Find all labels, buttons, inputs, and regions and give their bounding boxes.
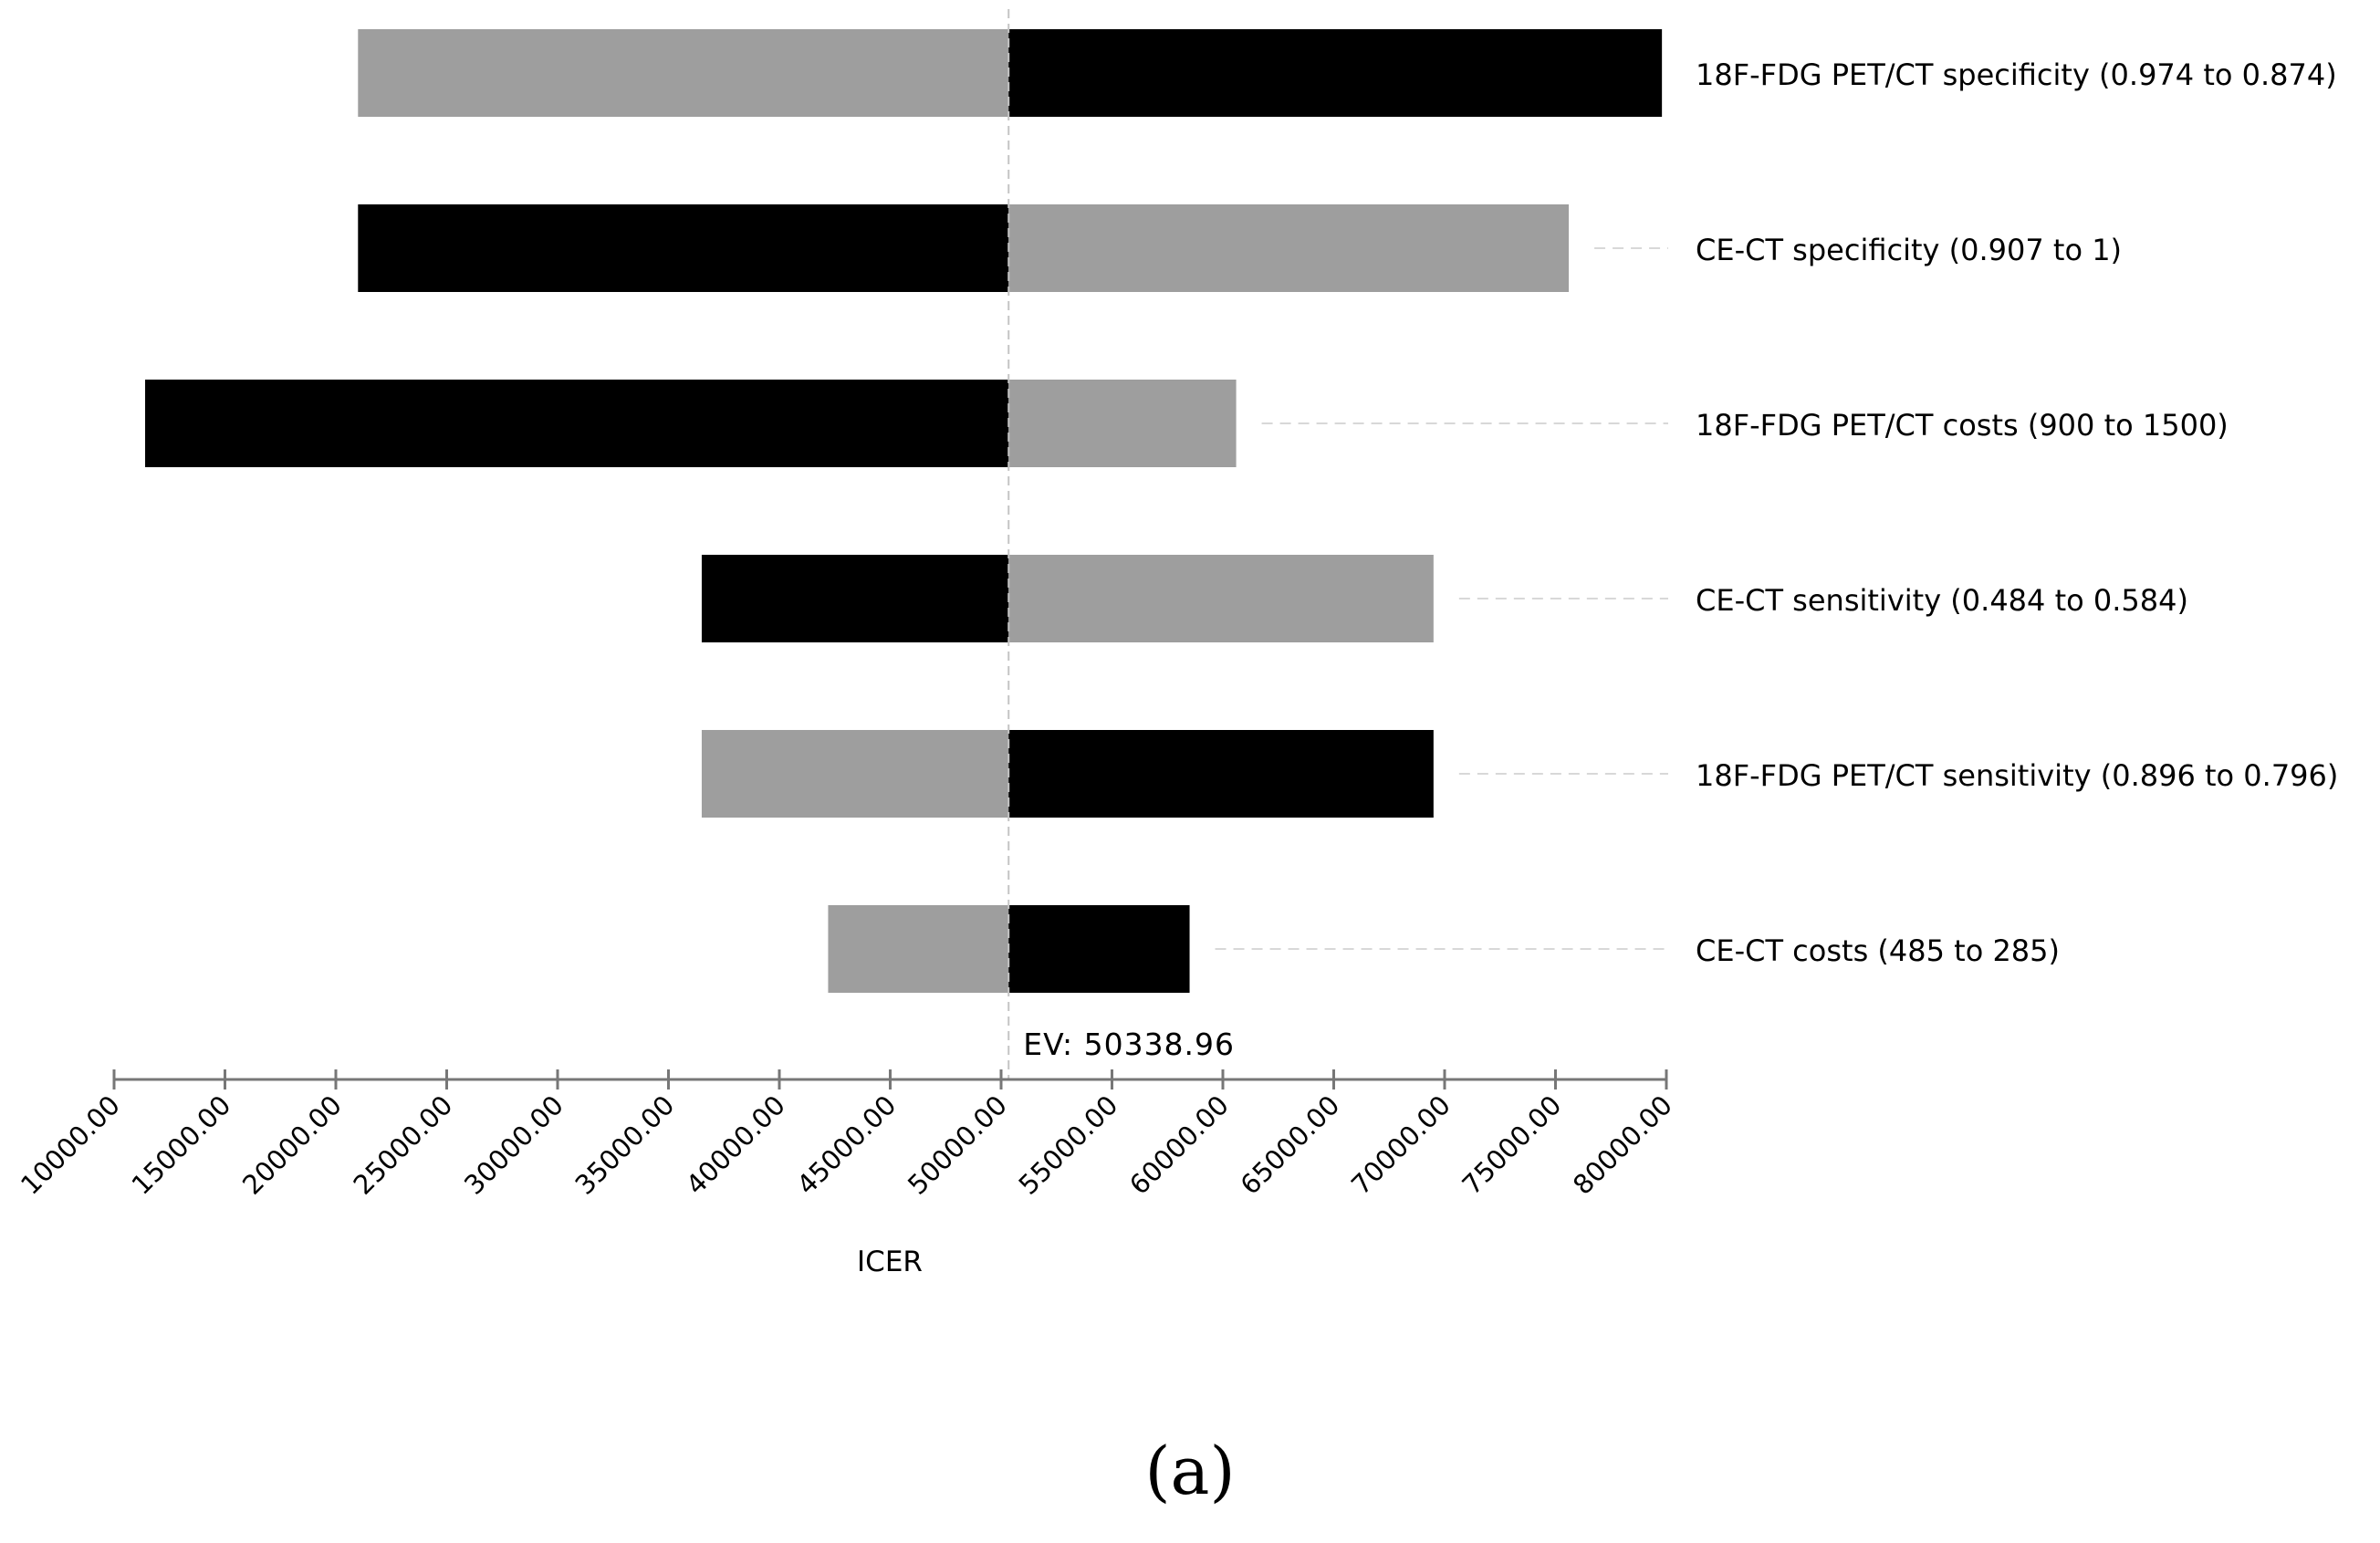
parameter-label: CE-CT sensitivity (0.484 to 0.584) xyxy=(1696,583,2188,618)
bar-high-segment xyxy=(1008,730,1434,818)
tornado-chart: 18F-FDG PET/CT specificity (0.974 to 0.8… xyxy=(15,9,2338,1278)
bar-high-segment xyxy=(1008,905,1190,993)
x-tick-label: 35000.00 xyxy=(569,1089,681,1201)
x-tick-label: 25000.00 xyxy=(348,1089,459,1201)
bar-low-segment xyxy=(145,380,1009,467)
parameter-label: CE-CT specificity (0.907 to 1) xyxy=(1696,233,2122,267)
bar-high-segment xyxy=(1008,29,1663,117)
x-tick-label: 80000.00 xyxy=(1567,1089,1678,1201)
x-tick-label: 65000.00 xyxy=(1235,1089,1346,1201)
bar-low-segment xyxy=(701,555,1009,642)
x-tick-label: 55000.00 xyxy=(1013,1089,1124,1201)
x-axis-title: ICER xyxy=(857,1246,923,1278)
bar-high-segment xyxy=(1008,204,1570,292)
x-axis: 10000.00 15000.00 20000.00 25000.00 30000.00… xyxy=(15,1069,1678,1201)
x-tick-label: 10000.00 xyxy=(15,1089,126,1201)
figure-caption: (a) xyxy=(1144,1433,1236,1509)
parameter-label: 18F-FDG PET/CT specificity (0.974 to 0.8… xyxy=(1696,57,2337,92)
parameter-labels: 18F-FDG PET/CT specificity (0.974 to 0.8… xyxy=(1696,57,2338,968)
bar-low-segment xyxy=(828,905,1009,993)
parameter-label: CE-CT costs (485 to 285) xyxy=(1696,933,2060,968)
label-connectors xyxy=(1215,247,1668,950)
x-tick-label: 30000.00 xyxy=(458,1089,569,1201)
bars-group xyxy=(145,29,1663,993)
bar-high-segment xyxy=(1008,380,1237,467)
bar-low-segment xyxy=(358,204,1009,292)
x-tick-label: 70000.00 xyxy=(1345,1089,1456,1201)
bar-low-segment xyxy=(358,29,1009,117)
bar-high-segment xyxy=(1008,555,1434,642)
x-tick-label: 45000.00 xyxy=(791,1089,903,1201)
x-tick-label: 50000.00 xyxy=(902,1089,1013,1201)
ev-label: EV: 50338.96 xyxy=(1023,1027,1235,1062)
bar-low-segment xyxy=(701,730,1009,818)
x-tick-label: 75000.00 xyxy=(1456,1089,1568,1201)
x-tick-label: 20000.00 xyxy=(236,1089,348,1201)
parameter-label: 18F-FDG PET/CT sensitivity (0.896 to 0.7… xyxy=(1696,758,2338,793)
x-tick-label: 40000.00 xyxy=(680,1089,791,1201)
parameter-label: 18F-FDG PET/CT costs (900 to 1500) xyxy=(1696,408,2229,443)
x-tick-label: 15000.00 xyxy=(126,1089,237,1201)
x-tick-label: 60000.00 xyxy=(1123,1089,1235,1201)
